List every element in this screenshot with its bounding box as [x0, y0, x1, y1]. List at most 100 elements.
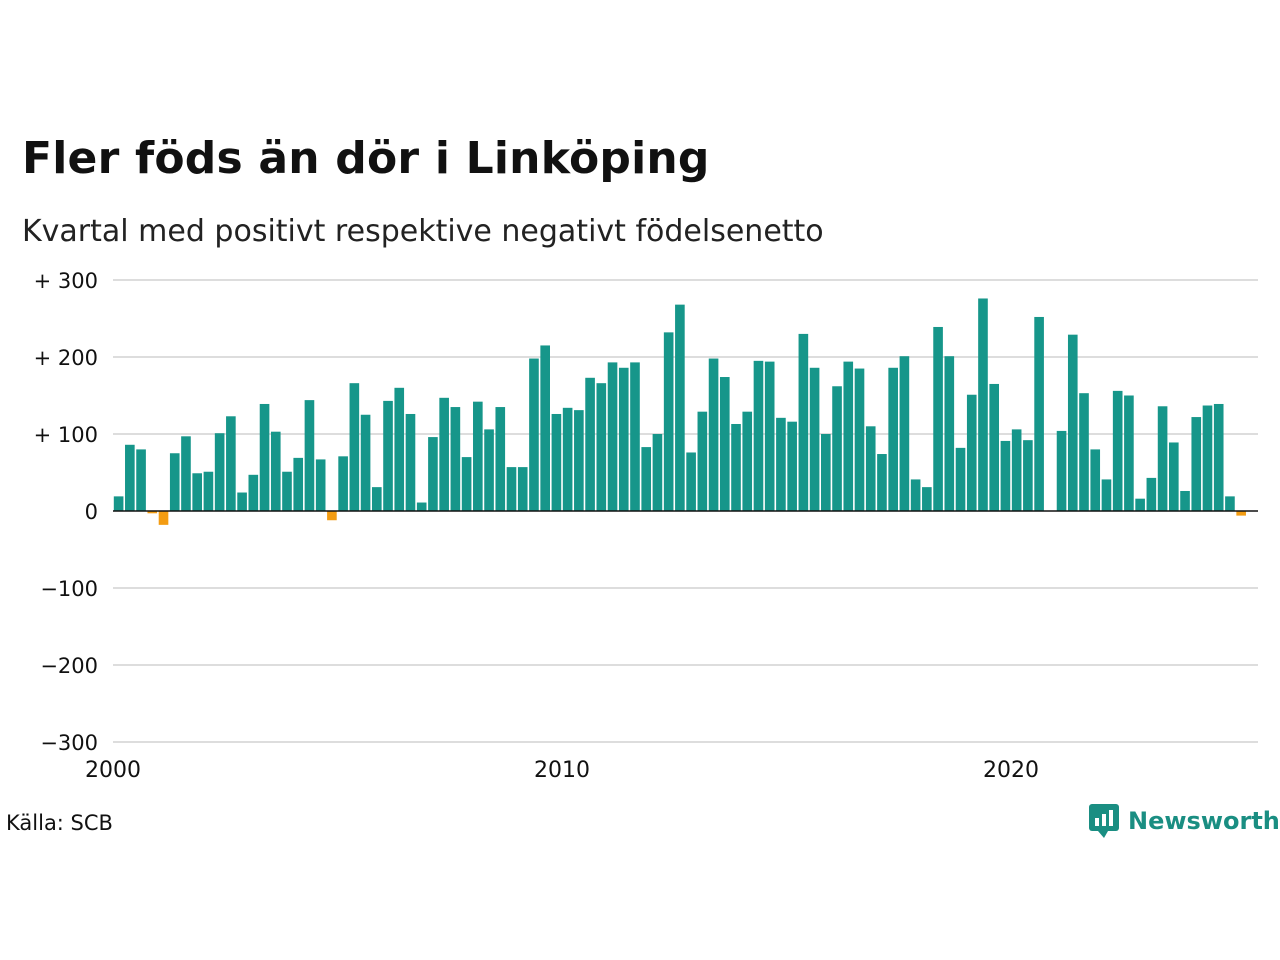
bar [832, 386, 842, 511]
bar [731, 423, 741, 511]
bar [506, 467, 517, 511]
chart-subtitle: Kvartal med positivt respektive negativt… [22, 214, 824, 249]
bar [125, 444, 135, 511]
bar [1056, 430, 1067, 511]
bar [989, 383, 1000, 511]
bar [270, 431, 281, 511]
bar [787, 421, 797, 511]
bar [877, 454, 887, 511]
x-tick-label: 2010 [534, 758, 590, 783]
bar [226, 416, 236, 511]
bar [618, 367, 629, 511]
bar [1191, 417, 1202, 511]
bar [428, 437, 438, 511]
bar [439, 397, 449, 511]
bar [1000, 440, 1011, 511]
bar [944, 356, 955, 511]
bar [753, 360, 764, 511]
bar [697, 411, 708, 511]
bar [641, 447, 652, 511]
bar [517, 467, 528, 511]
bar [776, 417, 786, 511]
bar [888, 367, 898, 511]
bar [719, 377, 730, 511]
bar [394, 387, 405, 511]
bar [630, 362, 640, 511]
bar [1157, 406, 1168, 511]
bar [1168, 442, 1179, 511]
bar [169, 453, 180, 511]
bar [113, 496, 124, 511]
brand-name: Newsworthy [1128, 807, 1280, 835]
bar [360, 414, 371, 511]
brand-logo: Newsworthy [1088, 803, 1280, 839]
grid-lines [113, 279, 1258, 743]
bar [1213, 403, 1224, 511]
bar [1202, 405, 1213, 511]
bar [899, 356, 910, 511]
bar [495, 407, 506, 511]
bar [652, 434, 663, 511]
bar [1023, 440, 1033, 511]
bar [966, 394, 977, 511]
bar [181, 436, 191, 511]
bar [955, 447, 966, 511]
bar [383, 400, 393, 511]
bar [461, 457, 472, 511]
y-tick-label: + 300 [34, 269, 98, 293]
axis-labels: + 300 + 200 + 100 0 −100 −200 −300 2000 2010 2020 [34, 269, 1258, 783]
bar [1067, 334, 1078, 511]
x-tick-label: 2020 [983, 758, 1039, 783]
bar [686, 452, 696, 511]
bar [1236, 511, 1246, 516]
bar [450, 407, 461, 511]
bar [821, 434, 831, 511]
bar [282, 471, 292, 511]
bar [327, 511, 337, 521]
bar [304, 400, 315, 511]
bar [809, 367, 820, 511]
bar [1180, 490, 1190, 511]
bar [1146, 477, 1157, 511]
bar [854, 368, 865, 511]
bar [293, 457, 304, 511]
bar [529, 358, 539, 511]
x-tick-label: 2000 [85, 758, 141, 783]
bar [596, 383, 607, 511]
bar [203, 471, 214, 511]
y-tick-label: + 100 [34, 423, 98, 447]
bar [484, 429, 494, 511]
bar [405, 413, 416, 511]
bar [933, 326, 943, 511]
bar [910, 479, 921, 511]
bar [1112, 390, 1123, 511]
bar [349, 383, 360, 511]
bar [338, 456, 348, 511]
bar [416, 502, 427, 511]
y-tick-label: −300 [40, 731, 98, 755]
bar [147, 511, 158, 514]
bar [843, 361, 854, 511]
bar [922, 487, 932, 511]
bar [675, 304, 685, 511]
bar [798, 333, 809, 511]
bar [540, 345, 550, 511]
bar [158, 511, 169, 525]
newsworthy-logo-icon [1089, 804, 1119, 838]
bar [663, 332, 674, 511]
bar [1101, 479, 1112, 511]
bar [315, 459, 326, 511]
bar [1034, 316, 1044, 511]
bar [248, 474, 259, 511]
y-tick-label: + 200 [34, 346, 98, 370]
bar [136, 449, 146, 511]
bar-chart: + 300 + 200 + 100 0 −100 −200 −300 2000 2010 2020 [34, 269, 1258, 783]
bar [607, 362, 618, 511]
bar [473, 401, 483, 511]
bar [1079, 393, 1089, 511]
bar [1135, 498, 1145, 511]
bar [978, 298, 988, 511]
bar [237, 492, 247, 511]
bar [865, 426, 876, 511]
bar [574, 410, 584, 511]
